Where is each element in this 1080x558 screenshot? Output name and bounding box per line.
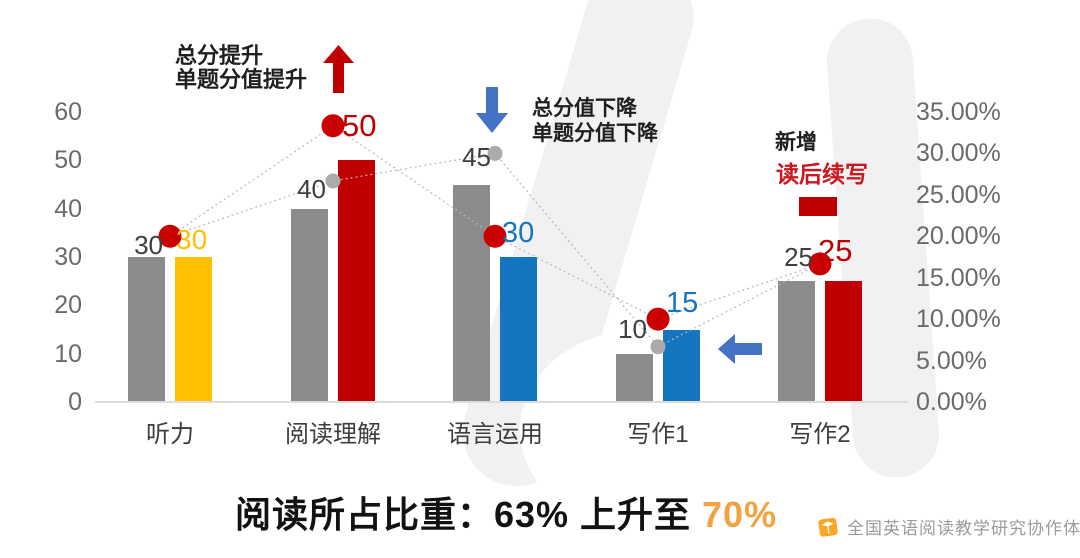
footer-highlight: 70% — [702, 494, 778, 535]
annotation-decrease-line1: 总分值下降 — [532, 97, 637, 120]
bar-old-写作1 — [616, 353, 653, 402]
left-axis-tick: 20 — [54, 291, 82, 320]
bar-label-new-写作1: 15 — [666, 287, 699, 319]
left-arrow-icon — [718, 334, 762, 364]
x-axis-label-阅读理解: 阅读理解 — [285, 421, 381, 448]
bar-old-写作2 — [778, 281, 815, 402]
bar-label-new-写作2: 25 — [818, 233, 853, 268]
bar-label-new-听力: 30 — [176, 224, 208, 255]
bar-old-语言运用 — [453, 184, 490, 402]
bar-old-听力 — [128, 257, 165, 402]
left-axis-tick: 40 — [54, 194, 82, 223]
bar-label-old-写作2: 25 — [784, 242, 813, 272]
bar-label-new-阅读理解: 50 — [342, 108, 377, 143]
right-axis-tick: 35.00% — [916, 98, 1001, 126]
bar-new-听力 — [175, 257, 212, 402]
up-arrow-icon — [323, 45, 354, 93]
right-axis-tick: 0.00% — [916, 388, 987, 416]
brand-name: 全国英语阅读教学研究协作体 — [847, 519, 1080, 538]
bar-new-阅读理解 — [338, 160, 375, 402]
down-arrow-icon — [476, 87, 508, 133]
annotation-increase-line1: 总分提升 — [175, 43, 264, 68]
left-axis-tick: 30 — [54, 243, 82, 271]
right-axis-tick: 5.00% — [916, 346, 987, 375]
bar-label-old-写作1: 10 — [618, 314, 647, 344]
footer-text: 阅读所占比重：63% 上升至 — [234, 494, 702, 535]
right-axis-tick: 20.00% — [916, 222, 1001, 251]
right-axis-tick: 10.00% — [916, 305, 1001, 334]
annotation-decrease: 总分值下降 单题分值下降 — [532, 96, 658, 146]
bar-label-new-语言运用: 30 — [502, 217, 535, 249]
annotation-increase: 总分提升 单题分值提升 — [175, 44, 307, 92]
bar-new-写作1 — [663, 329, 700, 402]
x-axis-label-写作2: 写作2 — [789, 421, 851, 448]
annotation-decrease-line2: 单题分值下降 — [532, 122, 658, 145]
bar-old-阅读理解 — [291, 208, 328, 402]
bar-label-old-听力: 30 — [134, 230, 163, 260]
x-axis-label-语言运用: 语言运用 — [447, 421, 543, 448]
bar-label-old-阅读理解: 40 — [297, 174, 326, 204]
footer-caption: 阅读所占比重：63% 上升至 70% — [0, 486, 1012, 538]
right-axis-tick: 25.00% — [916, 180, 1001, 209]
annotation-new-name: 读后续写 — [776, 161, 868, 187]
new-item-swatch — [799, 197, 837, 216]
bar-new-写作2 — [825, 281, 862, 402]
right-axis-tick: 15.00% — [916, 263, 1001, 292]
x-axis-label-听力: 听力 — [146, 421, 194, 448]
left-axis-tick: 0 — [68, 388, 82, 416]
left-axis-tick: 10 — [54, 339, 82, 368]
new-share-line — [169, 125, 821, 320]
bar-new-语言运用 — [500, 257, 537, 402]
book-icon — [818, 517, 838, 537]
right-axis-tick: 30.00% — [916, 139, 1001, 168]
bar-label-old-语言运用: 45 — [462, 142, 491, 172]
brand-logo: 全国英语阅读教学研究协作体 — [816, 514, 1080, 539]
x-axis-label-写作1: 写作1 — [627, 421, 689, 448]
annotation-new-label: 新增 — [775, 131, 817, 154]
annotation-increase-line2: 单题分值提升 — [175, 67, 308, 92]
left-axis-tick: 60 — [54, 98, 82, 126]
left-axis-tick: 50 — [54, 146, 82, 175]
